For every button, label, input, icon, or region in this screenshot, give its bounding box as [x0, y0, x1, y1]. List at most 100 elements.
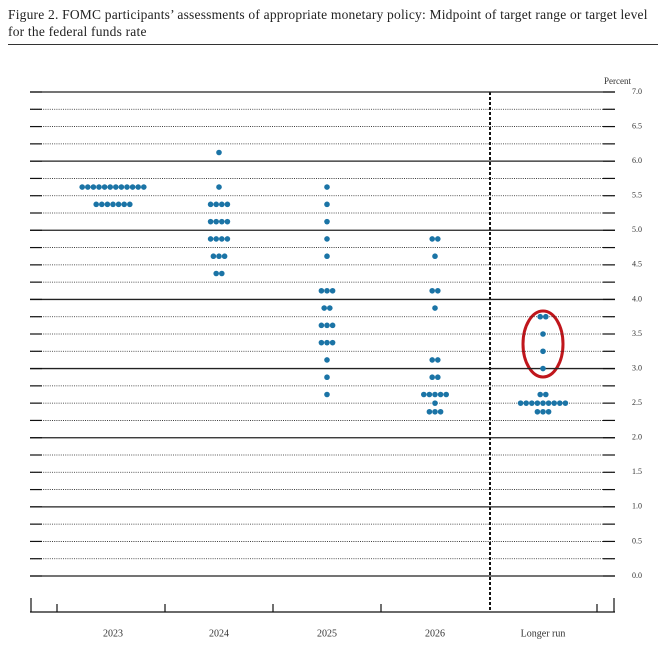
x-tick-label: 2026 [425, 628, 445, 639]
dot [435, 287, 441, 294]
dot [540, 331, 546, 337]
dot [327, 305, 333, 311]
dot [329, 339, 336, 346]
dot [534, 400, 541, 406]
dot [517, 400, 524, 406]
y-axis-label: Percent [604, 76, 631, 86]
dot [113, 184, 119, 190]
dot [318, 339, 325, 346]
highlight-ellipse [521, 309, 565, 379]
y-tick-label: 4.0 [632, 294, 642, 303]
y-tick-label: 6.5 [632, 121, 642, 130]
y-tick-label: 5.0 [632, 225, 642, 234]
dot [540, 348, 546, 355]
dot [121, 201, 127, 208]
dot [96, 184, 102, 190]
y-tick-label: 4.5 [632, 260, 642, 269]
dot [437, 391, 444, 398]
dot [529, 400, 535, 406]
dot [562, 400, 569, 406]
dot [324, 218, 330, 225]
dot [124, 184, 130, 190]
dot [432, 253, 438, 260]
dot [110, 201, 116, 208]
dot [324, 253, 330, 260]
dot [219, 201, 225, 208]
dot [213, 236, 219, 242]
dot [421, 391, 427, 398]
y-tick-label: 3.0 [632, 363, 642, 372]
dot [523, 400, 529, 406]
dot [429, 357, 436, 363]
dot [435, 374, 441, 381]
dot [324, 374, 330, 381]
dot [329, 287, 336, 294]
title-rule [8, 44, 658, 45]
dot [537, 391, 543, 398]
dot [318, 322, 325, 329]
dot [329, 322, 336, 329]
dot [324, 287, 330, 294]
dot [432, 305, 438, 311]
dot [207, 201, 214, 208]
x-tick-label: 2023 [103, 628, 123, 639]
dot [318, 287, 325, 294]
dot [324, 339, 330, 346]
y-tick-label: 1.5 [632, 467, 642, 476]
dot [324, 236, 330, 242]
dot [324, 391, 330, 398]
dot [435, 236, 441, 242]
dot [551, 400, 557, 406]
dot [213, 201, 219, 208]
dot [207, 218, 214, 225]
dot [540, 400, 546, 406]
dot [115, 201, 122, 208]
y-tick-label: 2.0 [632, 433, 642, 442]
dot [219, 236, 225, 242]
y-tick-label: 7.0 [632, 87, 642, 96]
dot [129, 184, 136, 190]
dot [534, 408, 541, 415]
y-tick-label: 0.5 [632, 536, 642, 545]
dot [127, 201, 133, 208]
dot [101, 184, 108, 190]
x-tick-label: Longer run [521, 628, 566, 639]
dot [545, 408, 552, 415]
bottom-axis [30, 598, 615, 613]
dot [79, 184, 85, 190]
dot [432, 408, 438, 415]
dot [219, 218, 225, 225]
dot [543, 391, 549, 398]
dot [216, 184, 222, 190]
dot [540, 365, 546, 372]
y-tick-label: 0.0 [632, 571, 642, 580]
dot [224, 201, 231, 208]
dot [443, 391, 450, 398]
dot [135, 184, 141, 190]
chart-title: Figure 2. FOMC participants’ assessments… [8, 7, 648, 39]
x-tick-label: 2025 [317, 628, 337, 639]
dot [213, 270, 219, 277]
y-tick-label: 6.0 [632, 156, 642, 165]
dot [429, 287, 436, 294]
dot [210, 253, 217, 260]
dot [213, 218, 219, 225]
y-tick-label: 3.5 [632, 329, 642, 338]
dot [432, 400, 438, 406]
dot [545, 400, 552, 406]
dot [324, 184, 330, 190]
dot [537, 313, 543, 320]
dot [321, 305, 328, 311]
dot [224, 218, 231, 225]
y-tick-label: 5.5 [632, 191, 642, 200]
dot [141, 184, 147, 190]
dot [216, 149, 222, 156]
dot [99, 201, 105, 208]
dot [93, 201, 99, 208]
dot [324, 322, 330, 329]
dot [219, 270, 225, 277]
dot [543, 313, 549, 320]
dot [107, 184, 113, 190]
